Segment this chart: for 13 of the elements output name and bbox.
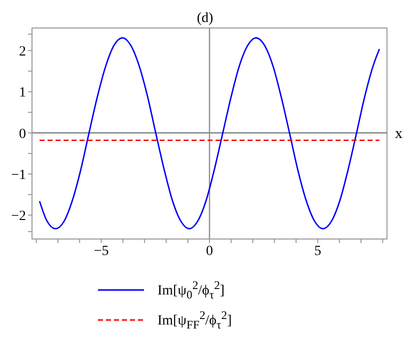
- line-series: [38, 37, 380, 230]
- y-tick-label: 2: [19, 44, 26, 60]
- y-tick-label: 0: [19, 126, 26, 142]
- chart-title: (d): [196, 11, 214, 26]
- y-tick-label: 1: [19, 86, 26, 101]
- y-tick-label: −2: [11, 209, 26, 224]
- x-tick-label: 0: [206, 244, 213, 259]
- x-axis-title: x: [395, 126, 403, 142]
- x-tick-label: 5: [314, 244, 322, 259]
- legend-label: Im[ψ$_{0}$$^{2}$/ϕ$_{τ}$$^{2}$]: [158, 278, 225, 302]
- y-tick-label: −1: [11, 168, 26, 183]
- legend-label: Im[ψ$_{FF}$$^{2}$/ϕ$_{τ}$$^{2}$]: [158, 308, 232, 332]
- x-tick-label: −5: [94, 244, 109, 259]
